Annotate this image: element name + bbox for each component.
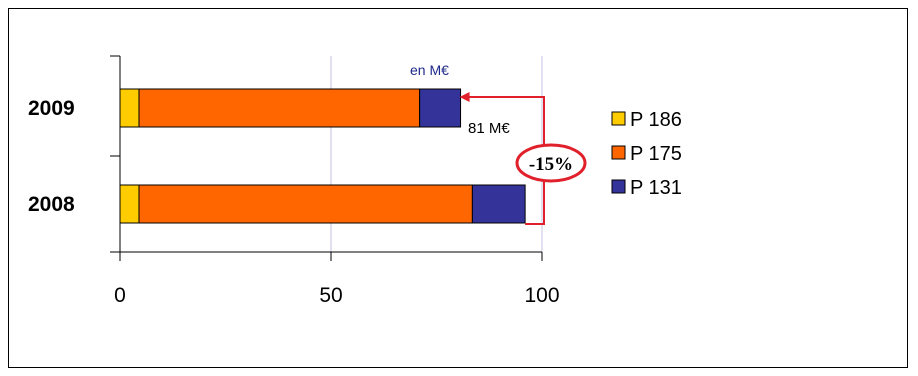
change-percent-label: -15% — [529, 154, 573, 175]
x-tick-label-50: 50 — [319, 284, 342, 307]
legend-label-P186: P 186 — [630, 109, 682, 131]
change-ellipse — [515, 143, 587, 183]
legend-swatch-P186 — [611, 111, 626, 126]
annotations: en M€ 81 M€ -15% — [410, 62, 587, 225]
category-label-2009: 2009 — [28, 97, 75, 120]
total-2009-label: 81 M€ — [468, 120, 510, 137]
x-tick-label-100: 100 — [524, 284, 559, 307]
bar-2009-P175 — [138, 88, 421, 128]
bars — [119, 88, 526, 224]
category-label-2008: 2008 — [28, 193, 75, 216]
bar-2008-P131 — [471, 184, 526, 224]
bar-2008-P175 — [138, 184, 473, 224]
change-arrow-head — [459, 92, 470, 102]
legend-swatch-P175 — [611, 145, 626, 160]
x-tick-label-0: 0 — [114, 284, 126, 307]
unit-label: en M€ — [410, 62, 449, 78]
axes — [110, 55, 543, 261]
legend: P 186 P 175 P 131 — [611, 109, 682, 199]
labels: 0 50 100 2009 2008 — [28, 97, 560, 307]
bar-2008-P186 — [119, 184, 140, 224]
legend-swatch-P131 — [611, 179, 626, 194]
bar-2009-P131 — [419, 88, 462, 128]
legend-label-P175: P 175 — [630, 143, 682, 165]
legend-label-P131: P 131 — [630, 177, 682, 199]
bar-2009-P186 — [119, 88, 140, 128]
